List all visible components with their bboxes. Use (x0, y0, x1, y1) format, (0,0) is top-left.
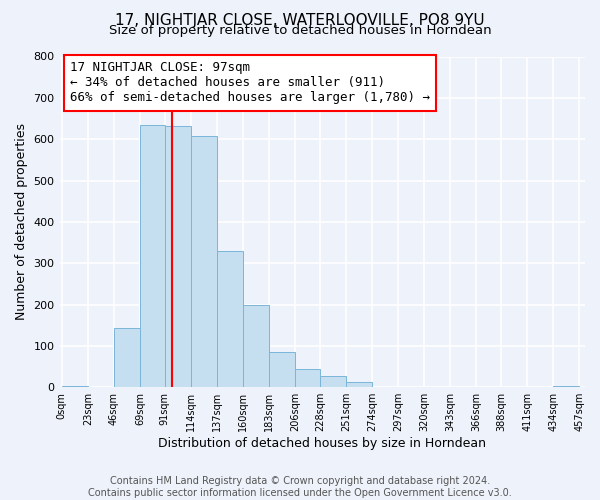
Bar (553, 386, 580, 387)
Bar (217, 251, 243, 387)
Bar (320, 376, 346, 387)
Y-axis label: Number of detached properties: Number of detached properties (15, 124, 28, 320)
Text: Size of property relative to detached houses in Horndean: Size of property relative to detached ho… (109, 24, 491, 37)
Bar (114, 328, 140, 387)
Bar (269, 352, 295, 387)
Bar (165, 126, 191, 387)
Text: 17 NIGHTJAR CLOSE: 97sqm
← 34% of detached houses are smaller (911)
66% of semi-: 17 NIGHTJAR CLOSE: 97sqm ← 34% of detach… (70, 62, 430, 104)
Bar (346, 382, 372, 387)
Bar (295, 370, 320, 387)
Text: 17, NIGHTJAR CLOSE, WATERLOOVILLE, PO8 9YU: 17, NIGHTJAR CLOSE, WATERLOOVILLE, PO8 9… (115, 12, 485, 28)
Bar (191, 136, 217, 387)
Bar (243, 304, 269, 387)
Text: Contains HM Land Registry data © Crown copyright and database right 2024.
Contai: Contains HM Land Registry data © Crown c… (88, 476, 512, 498)
X-axis label: Distribution of detached houses by size in Horndean: Distribution of detached houses by size … (158, 437, 486, 450)
Bar (140, 124, 165, 387)
Bar (62, 386, 88, 387)
